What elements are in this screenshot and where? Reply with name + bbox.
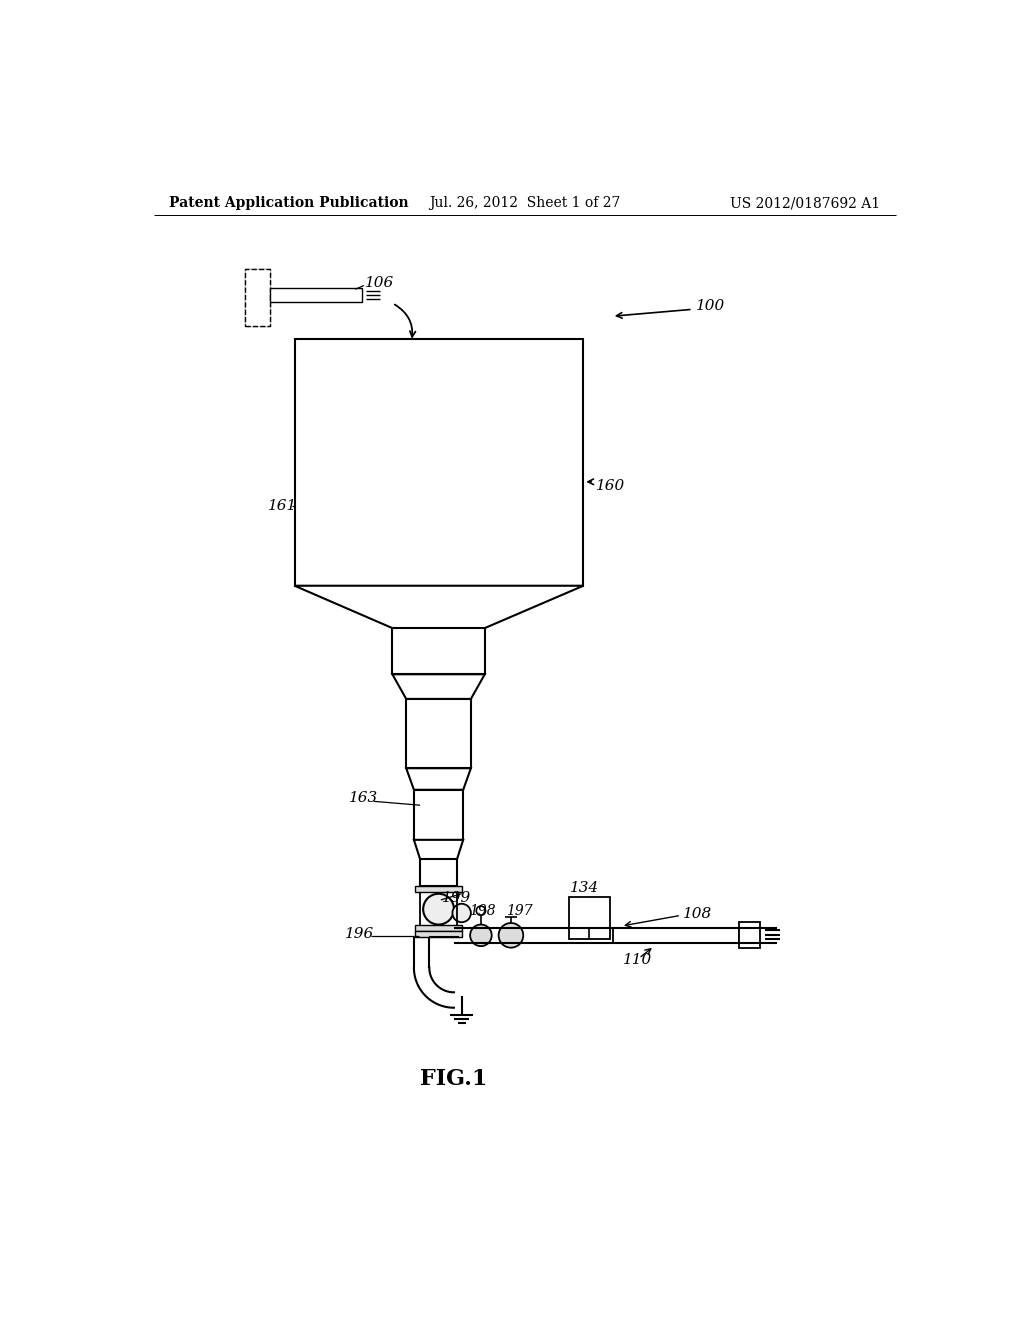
Bar — [407, 700, 471, 768]
Polygon shape — [414, 840, 463, 859]
Bar — [414, 789, 463, 840]
Text: 106: 106 — [366, 276, 394, 290]
Text: 198: 198 — [469, 904, 496, 917]
Polygon shape — [407, 768, 471, 789]
Text: 160: 160 — [596, 479, 626, 492]
Circle shape — [470, 924, 492, 946]
Text: Jul. 26, 2012  Sheet 1 of 27: Jul. 26, 2012 Sheet 1 of 27 — [429, 197, 621, 210]
Polygon shape — [392, 675, 484, 700]
Text: 110: 110 — [624, 953, 652, 968]
Text: Patent Application Publication: Patent Application Publication — [169, 197, 409, 210]
Bar — [569, 896, 609, 940]
Text: 108: 108 — [683, 907, 713, 921]
Text: 163: 163 — [349, 791, 379, 804]
Text: 196: 196 — [345, 927, 374, 941]
Bar — [270, 288, 362, 302]
Text: 197: 197 — [506, 904, 532, 917]
Bar — [478, 925, 484, 945]
Bar — [295, 339, 584, 586]
Bar — [739, 923, 761, 949]
Bar — [392, 628, 484, 675]
Text: 199: 199 — [442, 891, 472, 904]
Text: 134: 134 — [569, 880, 599, 895]
Bar — [613, 928, 739, 942]
Bar — [420, 859, 457, 886]
Polygon shape — [295, 586, 584, 628]
Bar — [245, 268, 270, 326]
Bar — [416, 924, 462, 931]
Text: FIG.1: FIG.1 — [420, 1068, 487, 1089]
Text: US 2012/0187692 A1: US 2012/0187692 A1 — [730, 197, 881, 210]
Bar — [416, 886, 462, 892]
Text: 100: 100 — [695, 300, 725, 313]
Bar — [245, 268, 270, 326]
Bar — [416, 931, 462, 937]
Circle shape — [476, 906, 485, 915]
Circle shape — [423, 894, 454, 924]
Circle shape — [453, 904, 471, 923]
Circle shape — [499, 923, 523, 948]
Text: 161: 161 — [267, 499, 297, 513]
